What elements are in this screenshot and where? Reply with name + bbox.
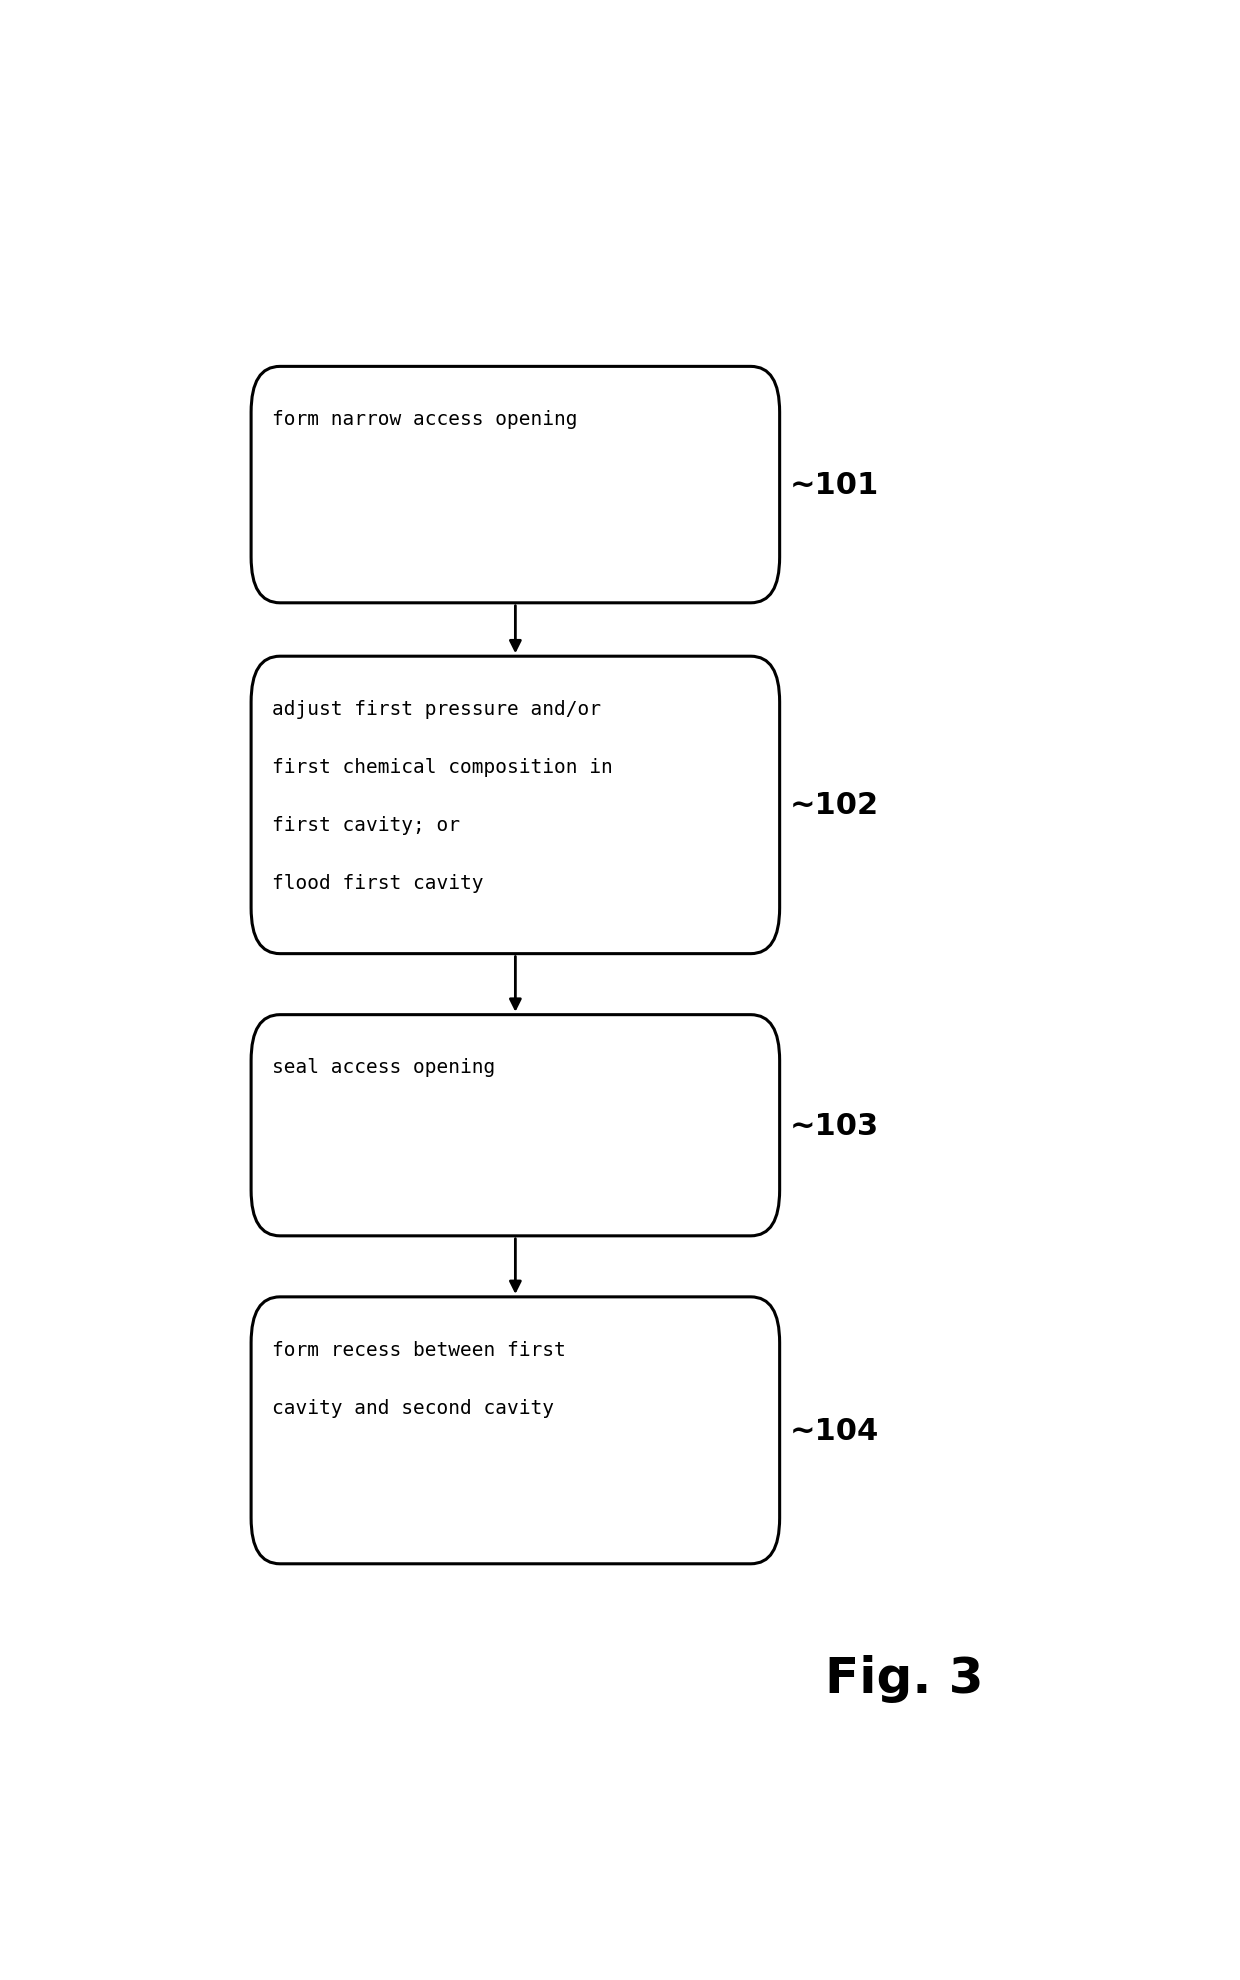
FancyBboxPatch shape [250, 657, 780, 954]
Text: ∼102: ∼102 [789, 792, 878, 820]
Text: ∼103: ∼103 [789, 1111, 878, 1140]
Text: ∼104: ∼104 [789, 1416, 878, 1445]
FancyBboxPatch shape [250, 366, 780, 604]
FancyBboxPatch shape [250, 1016, 780, 1236]
Text: first cavity; or: first cavity; or [273, 816, 460, 834]
Text: Fig. 3: Fig. 3 [826, 1655, 983, 1703]
Text: adjust first pressure and/or: adjust first pressure and/or [273, 699, 601, 719]
FancyBboxPatch shape [250, 1297, 780, 1564]
Text: flood first cavity: flood first cavity [273, 873, 484, 893]
Text: first chemical composition in: first chemical composition in [273, 758, 613, 776]
Text: ∼101: ∼101 [789, 471, 878, 499]
Text: seal access opening: seal access opening [273, 1057, 496, 1077]
Text: cavity and second cavity: cavity and second cavity [273, 1398, 554, 1418]
Text: form narrow access opening: form narrow access opening [273, 410, 578, 430]
Text: form recess between first: form recess between first [273, 1340, 565, 1358]
